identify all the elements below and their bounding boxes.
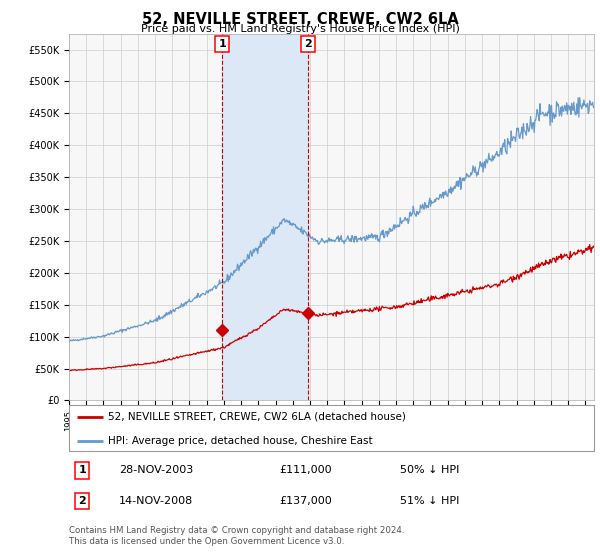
FancyBboxPatch shape bbox=[69, 405, 594, 451]
Text: 51% ↓ HPI: 51% ↓ HPI bbox=[400, 496, 459, 506]
Text: 52, NEVILLE STREET, CREWE, CW2 6LA: 52, NEVILLE STREET, CREWE, CW2 6LA bbox=[142, 12, 458, 27]
Text: 52, NEVILLE STREET, CREWE, CW2 6LA (detached house): 52, NEVILLE STREET, CREWE, CW2 6LA (deta… bbox=[109, 412, 406, 422]
Text: Contains HM Land Registry data © Crown copyright and database right 2024.
This d: Contains HM Land Registry data © Crown c… bbox=[69, 526, 404, 546]
Text: 2: 2 bbox=[78, 496, 86, 506]
Text: Price paid vs. HM Land Registry's House Price Index (HPI): Price paid vs. HM Land Registry's House … bbox=[140, 24, 460, 34]
Text: HPI: Average price, detached house, Cheshire East: HPI: Average price, detached house, Ches… bbox=[109, 436, 373, 446]
Text: 2: 2 bbox=[304, 39, 311, 49]
Bar bbox=[223, 34, 308, 400]
Text: 1: 1 bbox=[78, 465, 86, 475]
Text: 14-NOV-2008: 14-NOV-2008 bbox=[119, 496, 193, 506]
Text: 50% ↓ HPI: 50% ↓ HPI bbox=[400, 465, 459, 475]
Text: £137,000: £137,000 bbox=[279, 496, 332, 506]
Text: 28-NOV-2003: 28-NOV-2003 bbox=[119, 465, 193, 475]
Text: 1: 1 bbox=[218, 39, 226, 49]
Text: £111,000: £111,000 bbox=[279, 465, 332, 475]
